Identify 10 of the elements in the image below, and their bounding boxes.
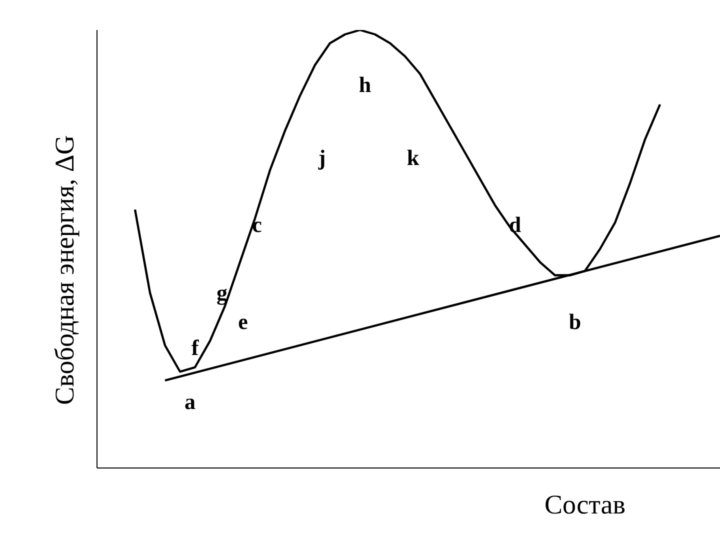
annotation: k xyxy=(406,145,420,171)
annotation: b xyxy=(568,309,582,335)
annotation: h xyxy=(358,72,372,98)
y-axis-title: Свободная энергия, ΔG xyxy=(50,135,80,405)
annotation: e xyxy=(238,309,248,335)
annotation: j xyxy=(318,145,326,171)
annotation: a xyxy=(184,389,196,415)
annotation: c xyxy=(252,212,262,238)
x-axis-title: Состав xyxy=(544,490,626,520)
annotation: f xyxy=(191,335,199,361)
